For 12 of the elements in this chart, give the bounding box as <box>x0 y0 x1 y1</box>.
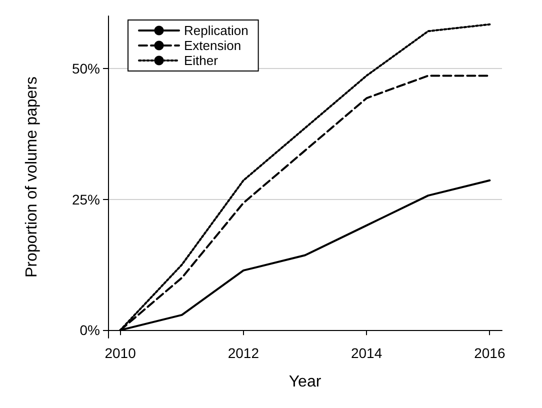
legend-label: Replication <box>184 23 248 38</box>
x-tick-label: 2012 <box>228 345 260 361</box>
legend-label: Either <box>184 53 219 68</box>
y-tick-label: 0% <box>80 322 100 338</box>
y-tick-label: 25% <box>72 191 100 208</box>
y-axis-title: Proportion of volume papers <box>24 76 40 278</box>
legend-label: Extension <box>184 38 242 53</box>
x-tick-label: 2016 <box>474 345 506 361</box>
x-tick-label: 2010 <box>104 345 136 361</box>
x-tick-label: 2014 <box>350 345 382 361</box>
y-tick-label: 50% <box>72 60 100 76</box>
x-axis-title: Year <box>288 374 322 390</box>
